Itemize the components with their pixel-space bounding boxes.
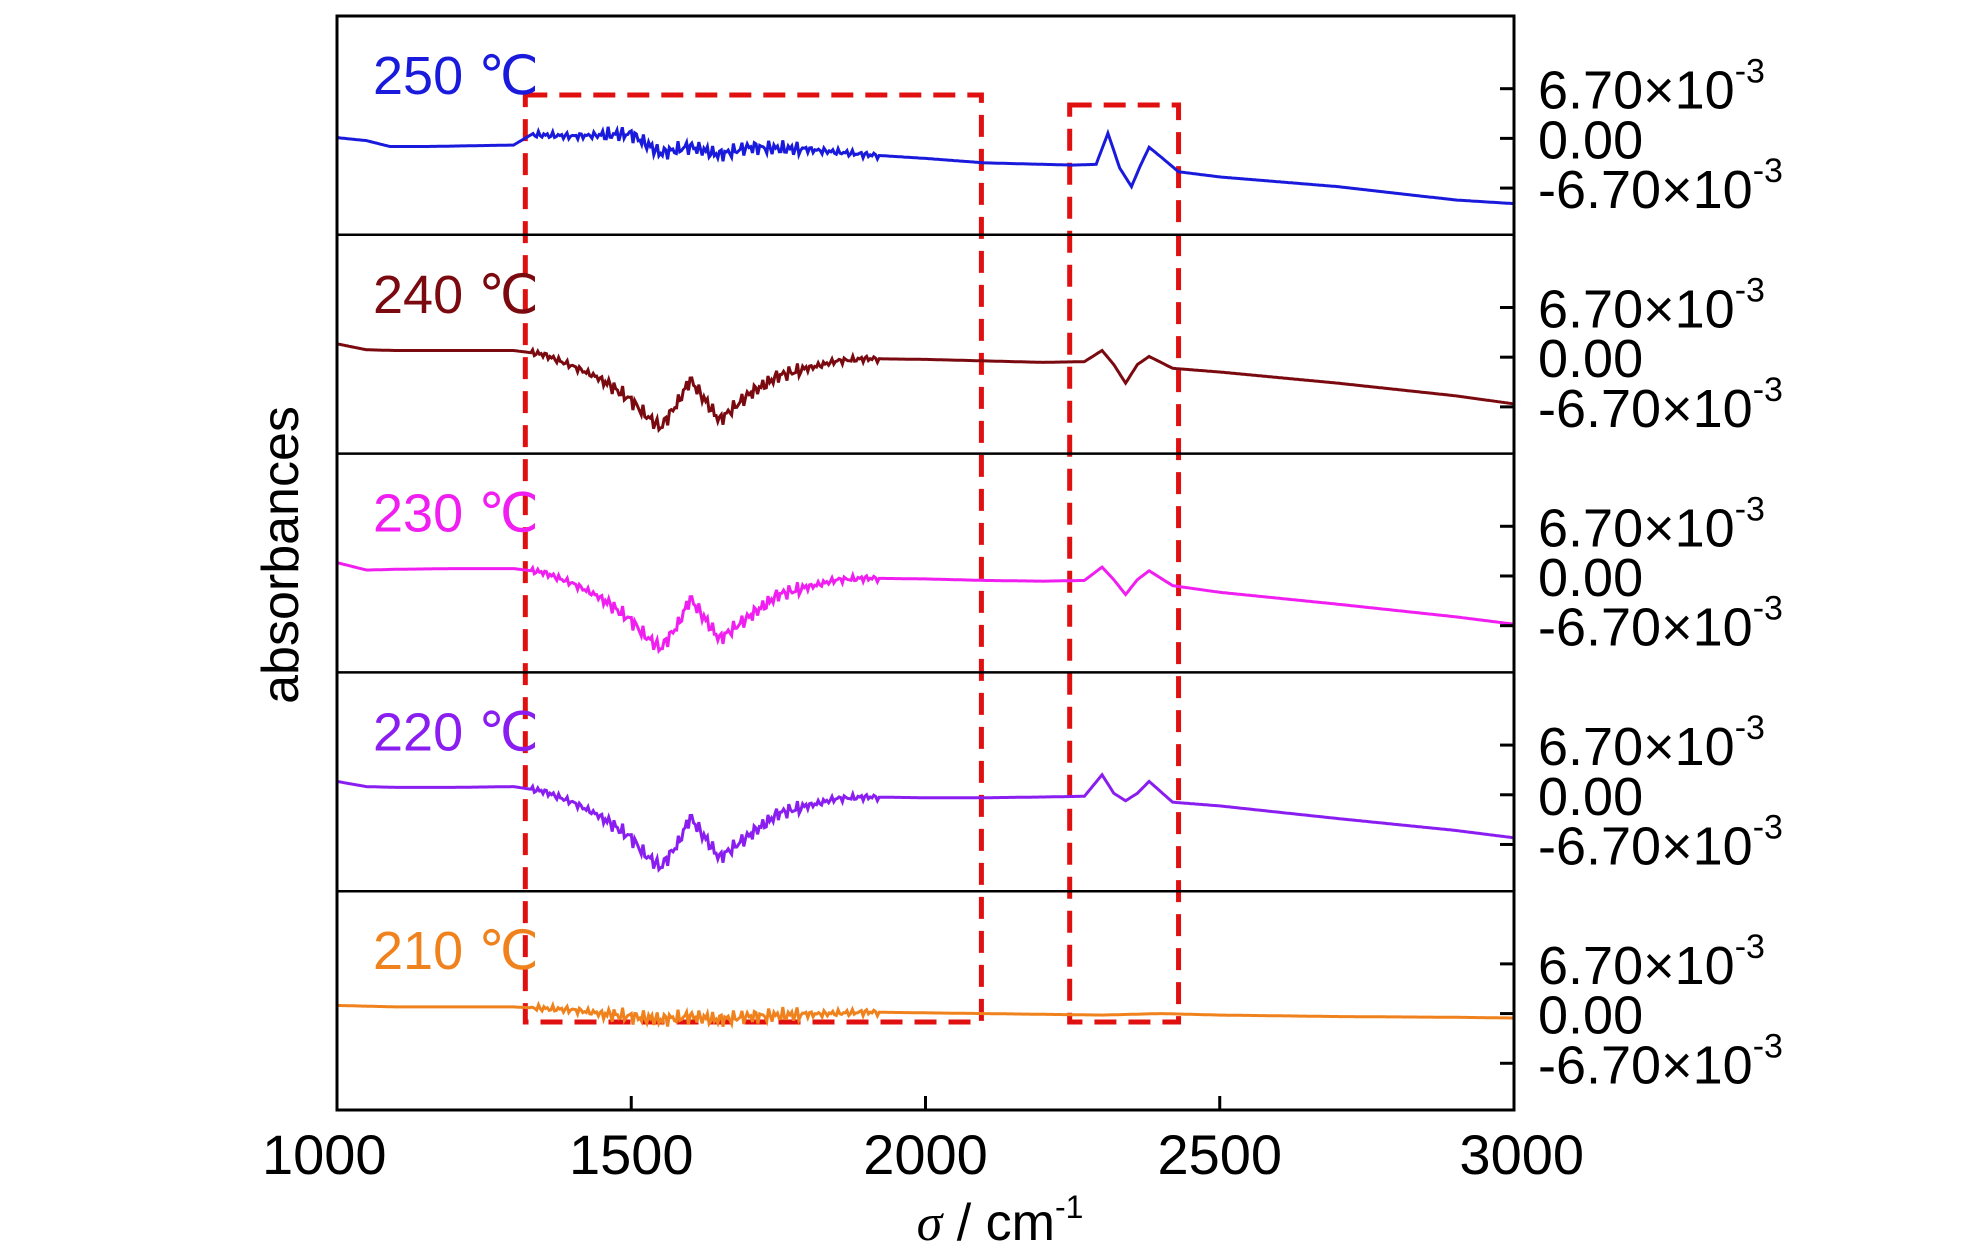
x-axis-unit: / cm	[942, 1194, 1055, 1252]
y-tick-label-1-1: 0.00	[1538, 329, 1643, 389]
y-tick-label-2-2: -6.70×10-3	[1538, 590, 1783, 658]
y-axis-label: absorbances	[252, 406, 310, 704]
y-tick-label-2-0: 6.70×10-3	[1538, 490, 1765, 558]
y-tick-label-2-1: 0.00	[1538, 548, 1643, 608]
y-tick-label-4-2: -6.70×10-3	[1538, 1027, 1783, 1095]
x-tick-label-0: 1000	[262, 1123, 387, 1186]
series-label-2: 230 ℃	[373, 484, 539, 544]
series-line-1	[336, 342, 1515, 434]
series-label-4: 210 ℃	[373, 921, 539, 981]
y-tick-label-0-1: 0.00	[1538, 110, 1643, 170]
series-label-3: 220 ℃	[373, 702, 539, 762]
y-tick-label-0-2: -6.70×10-3	[1538, 152, 1783, 220]
x-tick-label-3: 2500	[1157, 1123, 1282, 1186]
plot-frame	[335, 14, 1516, 1112]
y-tick-label-1-0: 6.70×10-3	[1538, 271, 1765, 339]
x-axis-unit-exponent: -1	[1055, 1189, 1083, 1225]
series-label-1: 240 ℃	[373, 265, 539, 325]
y-tick-label-1-2: -6.70×10-3	[1538, 371, 1783, 439]
x-tick-label-4: 3000	[1459, 1123, 1584, 1186]
y-tick-label-4-0: 6.70×10-3	[1538, 928, 1765, 996]
series-line-2	[336, 561, 1515, 655]
x-tick-label-2: 2000	[863, 1123, 988, 1186]
y-tick-label-3-2: -6.70×10-3	[1538, 808, 1783, 876]
y-tick-label-3-0: 6.70×10-3	[1538, 709, 1765, 777]
axis-ticks	[335, 87, 1516, 1110]
series-line-0	[336, 124, 1515, 206]
axis-labels: 250 ℃ 240 ℃ 230 ℃ 220 ℃ 210 ℃ 1000 1500 2000 250…	[262, 46, 1783, 1186]
y-tick-label-0-0: 6.70×10-3	[1538, 53, 1765, 121]
y-tick-label-4-1: 0.00	[1538, 986, 1643, 1046]
series-line-3	[336, 772, 1515, 873]
highlight-box-1	[1067, 102, 1182, 1025]
series-line-4	[336, 1000, 1514, 1030]
y-tick-label-3-1: 0.00	[1538, 767, 1643, 827]
spectra-lines	[336, 124, 1515, 1030]
series-label-0: 250 ℃	[373, 46, 539, 106]
x-axis-label: σ / cm-1	[917, 1189, 1084, 1252]
x-tick-label-1: 1500	[569, 1123, 694, 1186]
x-axis-symbol: σ	[917, 1195, 945, 1252]
